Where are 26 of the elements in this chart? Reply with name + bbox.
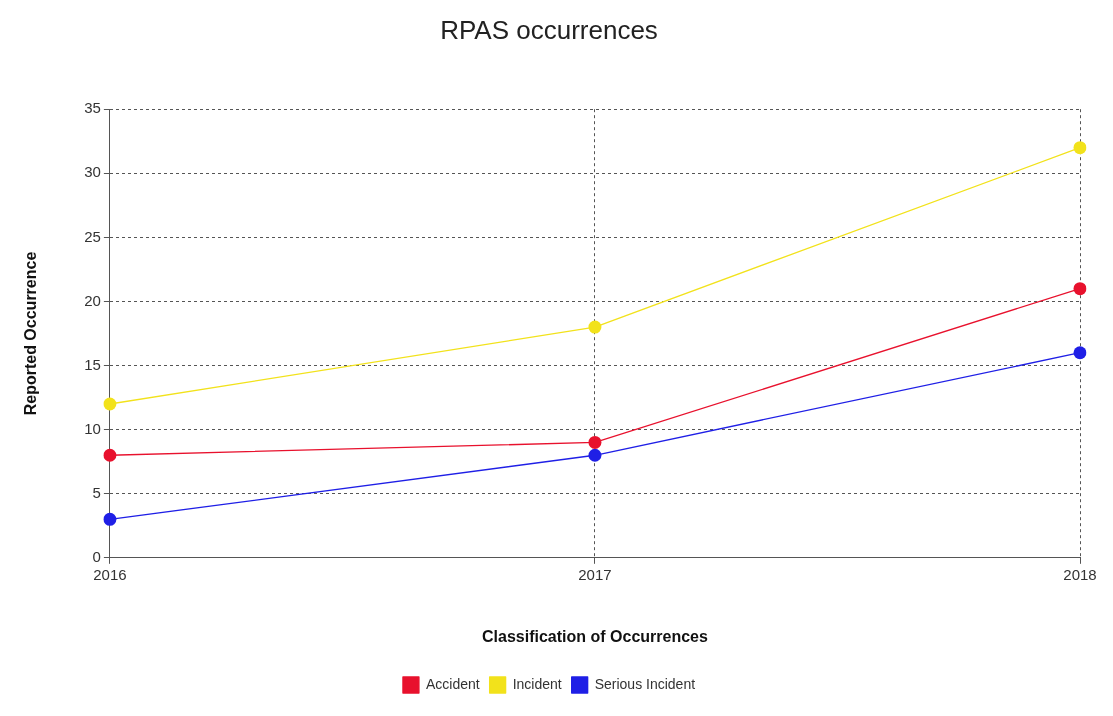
point bbox=[588, 448, 602, 462]
x-tick-label: 2016 bbox=[93, 565, 127, 583]
point bbox=[588, 320, 602, 334]
y-axis-title: Reported Occurrence bbox=[22, 251, 40, 416]
y-tick-label: 30 bbox=[84, 163, 101, 181]
y-tick-label: 35 bbox=[84, 99, 101, 117]
x-axis-title: Classification of Occurrences bbox=[482, 627, 708, 645]
y-tick-label: 0 bbox=[92, 547, 101, 565]
y-tick-label: 5 bbox=[92, 483, 101, 501]
point bbox=[1073, 346, 1087, 360]
y-tick-label: 15 bbox=[84, 355, 101, 373]
point bbox=[103, 512, 117, 526]
y-tick-label: 20 bbox=[84, 291, 101, 309]
point bbox=[1073, 282, 1087, 296]
y-tick-label: 25 bbox=[84, 227, 101, 245]
point bbox=[103, 448, 117, 462]
legend-label: Accident bbox=[425, 675, 480, 692]
x-tick-label: 2018 bbox=[1063, 565, 1097, 583]
point bbox=[1073, 141, 1087, 155]
legend-label: Serious Incident bbox=[594, 675, 696, 692]
legend-label: Incident bbox=[512, 675, 562, 692]
point bbox=[588, 435, 602, 449]
y-tick-label: 10 bbox=[84, 419, 101, 437]
chart-title: RPAS occurrences bbox=[440, 14, 658, 45]
x-tick-label: 2017 bbox=[578, 565, 612, 583]
point bbox=[103, 397, 117, 411]
